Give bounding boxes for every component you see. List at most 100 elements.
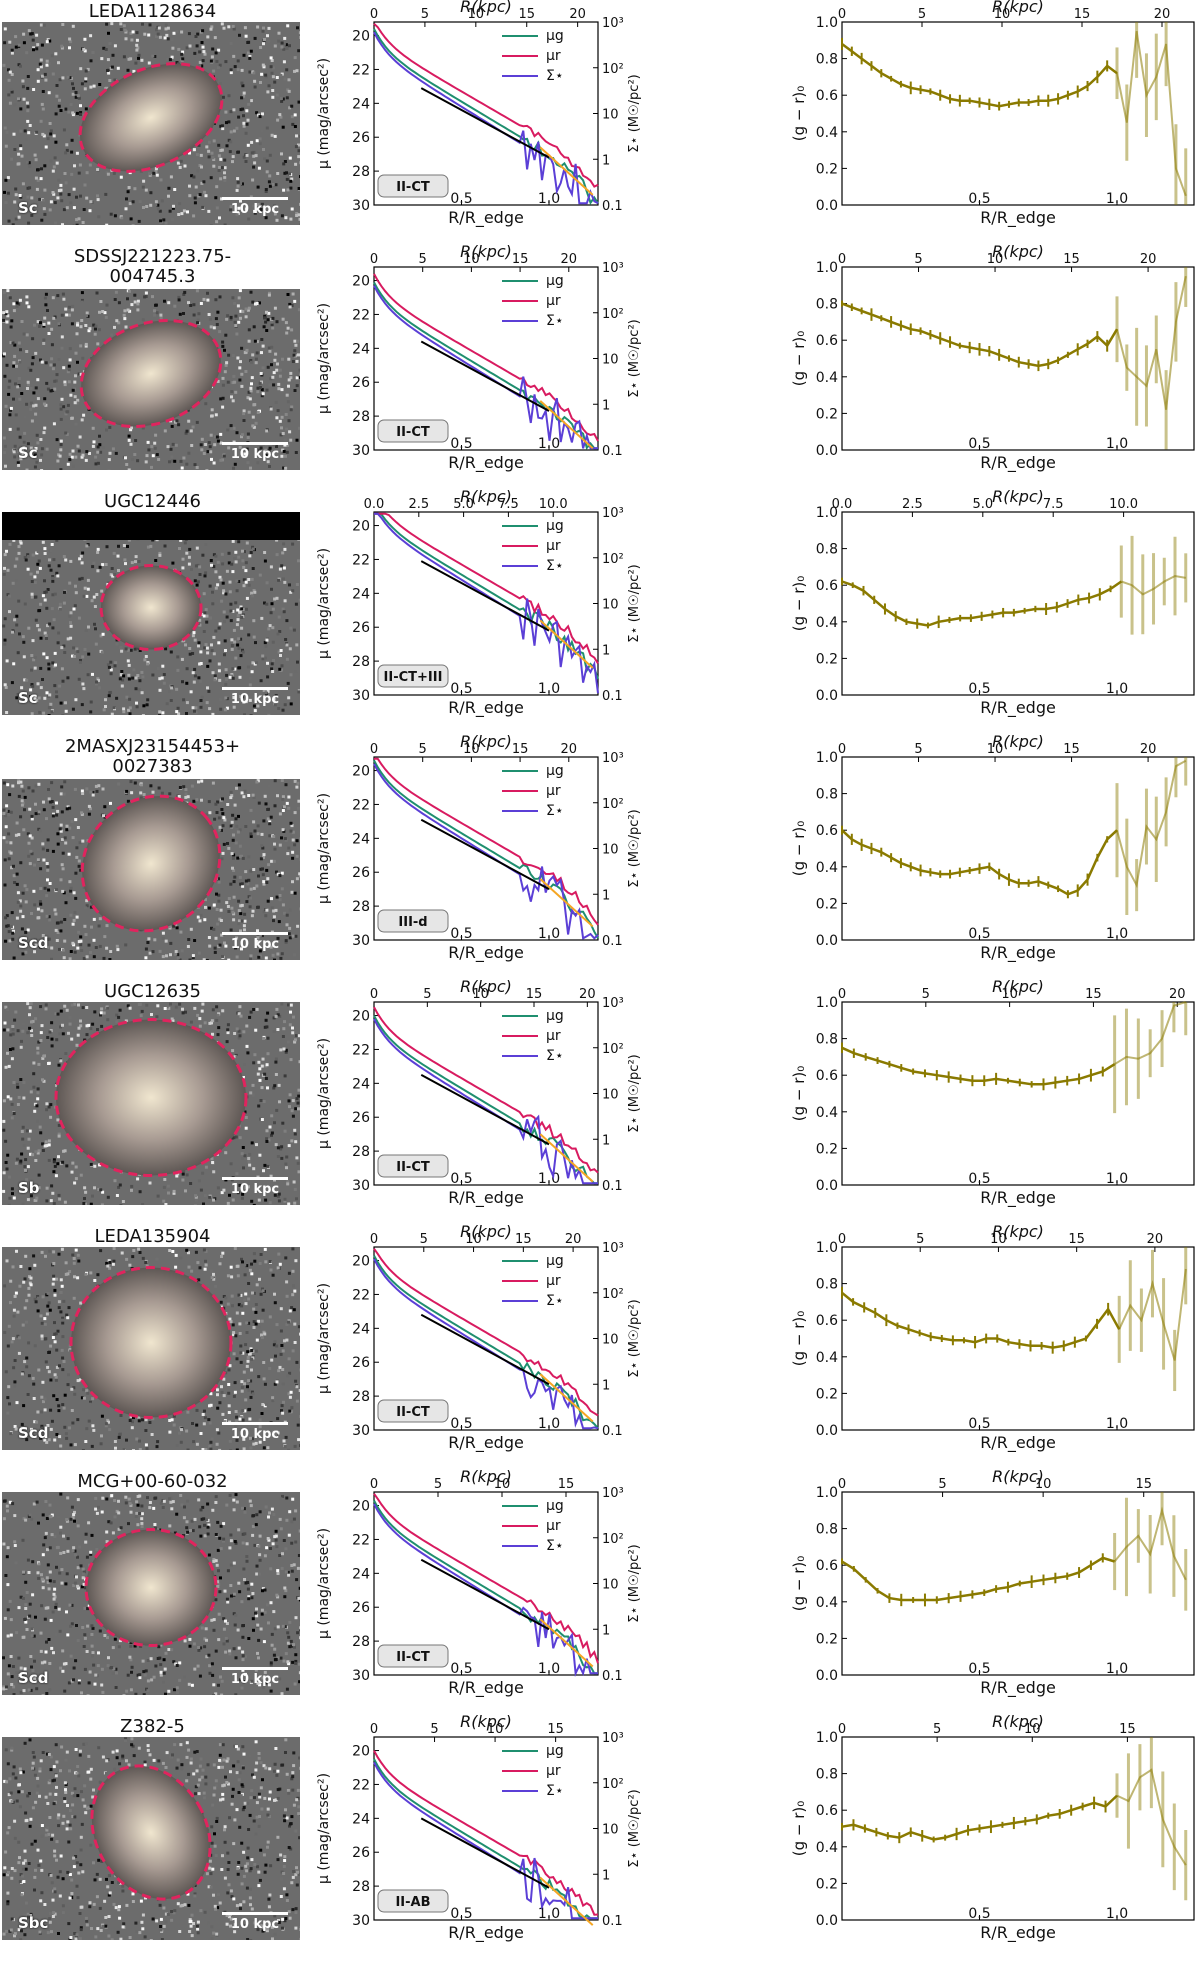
sigma-tick-label: 0.1 <box>602 689 623 704</box>
legend-label: Σ⋆ <box>546 68 564 84</box>
kpc-tick-label: 15 <box>512 252 529 267</box>
profile-legend: μg μr Σ⋆ <box>502 28 564 84</box>
scale-bar-label: 10 kpc <box>230 447 280 462</box>
color-tick-label: 1.0 <box>816 1240 838 1256</box>
color-tick-label: 0.4 <box>816 1840 838 1856</box>
scale-bar: 10 kpc <box>222 1667 288 1687</box>
kpc-tick-label: 10 <box>463 742 480 757</box>
kpc-axis-label: R(kpc) <box>460 0 512 16</box>
kpc-tick-label: 20 <box>565 1232 582 1247</box>
mu-tick-label: 28 <box>352 1144 370 1160</box>
mu-tick-label: 20 <box>352 274 370 290</box>
kpc-tick-label: 15 <box>1135 1477 1152 1492</box>
color-tick-label: 1.0 <box>816 505 838 521</box>
mu-tick-label: 28 <box>352 1879 370 1895</box>
profile-legend: μg μr Σ⋆ <box>502 1743 564 1799</box>
color-tick-label: 0.4 <box>816 370 838 386</box>
redge-tick-label: 0.5 <box>968 1906 990 1922</box>
sigma-tick-label: 10² <box>602 62 624 77</box>
color-profile-outer-line <box>1118 1268 1187 1361</box>
sigma-axis-label: Σ⋆ (M☉/pc²) <box>627 564 642 643</box>
inner-fit-line <box>420 1558 550 1631</box>
morphology-type-label: Sbc <box>18 1914 49 1932</box>
sigma-tick-label: 1 <box>602 643 610 658</box>
surface-brightness-panel: 20 22 24 26 28 30 0.1 1 10 10² 10³ 0.5 1.0 R/R_edge 0 5… <box>312 732 642 979</box>
scale-bar-label: 10 kpc <box>230 1427 280 1442</box>
redge-axis-label: R/R_edge <box>980 1923 1056 1943</box>
sigma-profile <box>373 31 599 205</box>
color-tick-label: 1.0 <box>816 750 838 766</box>
kpc-tick-label: 0 <box>838 1722 846 1737</box>
scale-bar: 10 kpc <box>222 1912 288 1932</box>
inner-fit-line <box>420 340 550 412</box>
galaxy-row: SDSSJ221223.75- 004745.3 Sc 10 kpc 20 22 24 26 2… <box>0 242 1200 490</box>
mu-tick-label: 30 <box>352 198 370 214</box>
redge-tick-label: 0.5 <box>968 681 990 697</box>
redge-tick-label: 0.5 <box>968 1661 990 1677</box>
redge-tick-label: 0.5 <box>968 926 990 942</box>
kpc-tick-label: 15 <box>1085 987 1102 1002</box>
galaxy-name: UGC12635 <box>104 981 201 1002</box>
kpc-tick-label: 5 <box>918 7 926 22</box>
mu-r-profile <box>373 1750 599 1916</box>
mu-tick-label: 24 <box>352 1566 370 1582</box>
profile-legend: μg μr Σ⋆ <box>502 518 564 574</box>
galaxy-name: UGC12446 <box>104 491 201 512</box>
kpc-axis-label: R(kpc) <box>460 980 512 996</box>
galaxy-name: LEDA1128634 <box>88 1 217 22</box>
color-tick-label: 0.4 <box>816 860 838 876</box>
galaxy-name: SDSSJ221223.75- <box>73 246 232 267</box>
mu-tick-label: 26 <box>352 620 370 636</box>
color-tick-label: 0.6 <box>816 1803 838 1819</box>
legend-label: μg <box>546 273 564 289</box>
kpc-tick-label: 0 <box>370 1722 378 1737</box>
kpc-axis-label: R(kpc) <box>460 735 512 751</box>
kpc-tick-label: 5 <box>434 1477 442 1492</box>
mu-g-profile <box>373 759 599 939</box>
kpc-tick-label: 5 <box>419 252 427 267</box>
kpc-tick-label: 5 <box>914 742 922 757</box>
redge-tick-label: 0.5 <box>450 1171 472 1187</box>
sigma-tick-label: 10 <box>602 1578 619 1593</box>
galaxy-image: Sc 10 kpc <box>2 289 300 470</box>
color-tick-label: 0.6 <box>816 578 838 594</box>
color-axis-label: (g − r)₀ <box>790 1066 808 1122</box>
redge-tick-label: 0.5 <box>450 436 472 452</box>
color-profile-line <box>841 302 1119 368</box>
kpc-tick-label: 5 <box>430 1722 438 1737</box>
profile-legend: μg μr Σ⋆ <box>502 1498 564 1554</box>
redge-axis-label: R/R_edge <box>980 698 1056 718</box>
sigma-tick-label: 0.1 <box>602 934 623 949</box>
outer-fit-line <box>539 400 594 450</box>
kpc-tick-label: 20 <box>1140 252 1157 267</box>
mu-tick-label: 22 <box>352 1777 370 1793</box>
scale-bar-label: 10 kpc <box>230 202 280 217</box>
sigma-tick-label: 10² <box>602 1287 624 1302</box>
sigma-tick-label: 0.1 <box>602 444 623 459</box>
kpc-tick-label: 10 <box>987 742 1004 757</box>
sigma-tick-label: 10³ <box>602 16 624 31</box>
profile-type-box: III-d <box>377 909 449 933</box>
color-tick-label: 0.2 <box>816 1386 838 1402</box>
redge-tick-label: 1.0 <box>538 1906 560 1922</box>
sigma-profile <box>374 512 599 694</box>
color-tick-label: 0.0 <box>816 1668 838 1684</box>
scale-bar: 10 kpc <box>222 1422 288 1442</box>
kpc-tick-label: 20 <box>1169 987 1186 1002</box>
color-tick-label: 0.2 <box>816 651 838 667</box>
sigma-tick-label: 10 <box>602 1088 619 1103</box>
kpc-tick-label: 15 <box>547 1722 564 1737</box>
mu-tick-label: 22 <box>352 1532 370 1548</box>
kpc-tick-label: 0 <box>838 1232 846 1247</box>
mu-tick-label: 24 <box>352 1811 370 1827</box>
sigma-axis-label: Σ⋆ (M☉/pc²) <box>627 1299 642 1378</box>
legend-label: Σ⋆ <box>546 1783 564 1799</box>
sigma-tick-label: 10 <box>602 353 619 368</box>
mu-r-profile <box>374 757 599 926</box>
kpc-axis-label: R(kpc) <box>992 0 1044 16</box>
mu-axis-label: μ (mag/arcsec²) <box>316 58 332 169</box>
mu-tick-label: 22 <box>352 1287 370 1303</box>
galaxy-image: Sbc 10 kpc <box>2 1737 300 1940</box>
sigma-tick-label: 10³ <box>602 1731 624 1746</box>
morphology-type-label: Sc <box>18 199 38 217</box>
